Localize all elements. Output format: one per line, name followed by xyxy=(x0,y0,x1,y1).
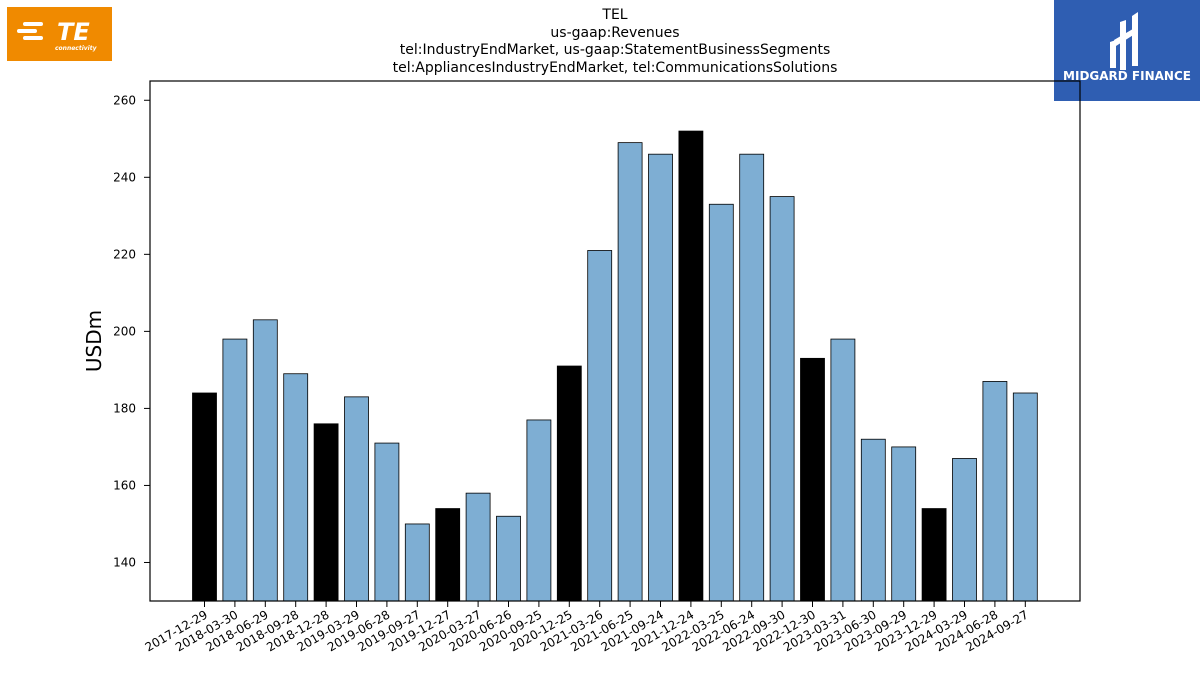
bar xyxy=(222,338,248,602)
midgard-logo-text: MIDGARD FINANCE xyxy=(1063,69,1191,83)
bar xyxy=(769,196,795,602)
y-tick-label: 140 xyxy=(113,555,136,569)
te-logo-subtext: connectivity xyxy=(55,45,98,52)
bar xyxy=(192,392,217,602)
bar xyxy=(526,419,552,602)
te-connectivity-logo: TE connectivity xyxy=(7,7,112,61)
bar xyxy=(283,373,309,602)
y-tick-label: 220 xyxy=(113,247,136,261)
bar xyxy=(1012,392,1038,602)
bar xyxy=(344,396,369,602)
bar xyxy=(465,492,491,602)
bar xyxy=(952,458,977,602)
bar xyxy=(739,153,765,602)
plot-frame xyxy=(149,80,1081,602)
bar xyxy=(800,357,825,602)
y-tick-label: 260 xyxy=(113,93,136,107)
y-tick-label: 200 xyxy=(113,324,136,338)
bar xyxy=(708,203,734,602)
bars-group xyxy=(192,130,1038,602)
midgard-finance-logo: MIDGARD FINANCE xyxy=(1054,0,1200,101)
chart-title-line: us-gaap:Revenues xyxy=(550,24,680,41)
y-tick-label: 180 xyxy=(113,401,136,415)
bar xyxy=(496,515,521,602)
bar xyxy=(617,142,643,602)
bar xyxy=(374,442,400,602)
x-axis: 2017-12-292018-03-302018-06-292018-09-28… xyxy=(143,601,1031,654)
midgard-logo-icon: MIDGARD FINANCE xyxy=(1063,12,1191,83)
y-tick-label: 160 xyxy=(113,478,136,492)
bar xyxy=(313,423,339,602)
bar xyxy=(556,365,582,602)
bar xyxy=(982,381,1008,602)
y-axis: 140 160 180 200 220 240 260 xyxy=(113,93,150,569)
chart-title-line: tel:IndustryEndMarket, us-gaap:Statement… xyxy=(399,42,831,58)
bar xyxy=(891,446,917,602)
bar xyxy=(404,523,430,602)
y-tick-label: 240 xyxy=(113,170,136,184)
bar xyxy=(435,508,461,602)
chart-title-line: tel:AppliancesIndustryEndMarket, tel:Com… xyxy=(392,59,838,76)
bar xyxy=(252,319,278,602)
te-logo-text: TE xyxy=(57,18,90,46)
chart-title-line: TEL xyxy=(602,7,628,23)
bar xyxy=(830,338,856,602)
y-axis-label: USDm xyxy=(82,310,106,372)
bar xyxy=(921,508,947,602)
bar xyxy=(648,153,673,602)
chart-title: TEL us-gaap:Revenues tel:IndustryEndMark… xyxy=(150,7,1080,77)
bar xyxy=(678,130,704,602)
te-logo-icon: TE connectivity xyxy=(17,18,98,52)
bar xyxy=(587,250,613,602)
bar xyxy=(860,438,886,602)
